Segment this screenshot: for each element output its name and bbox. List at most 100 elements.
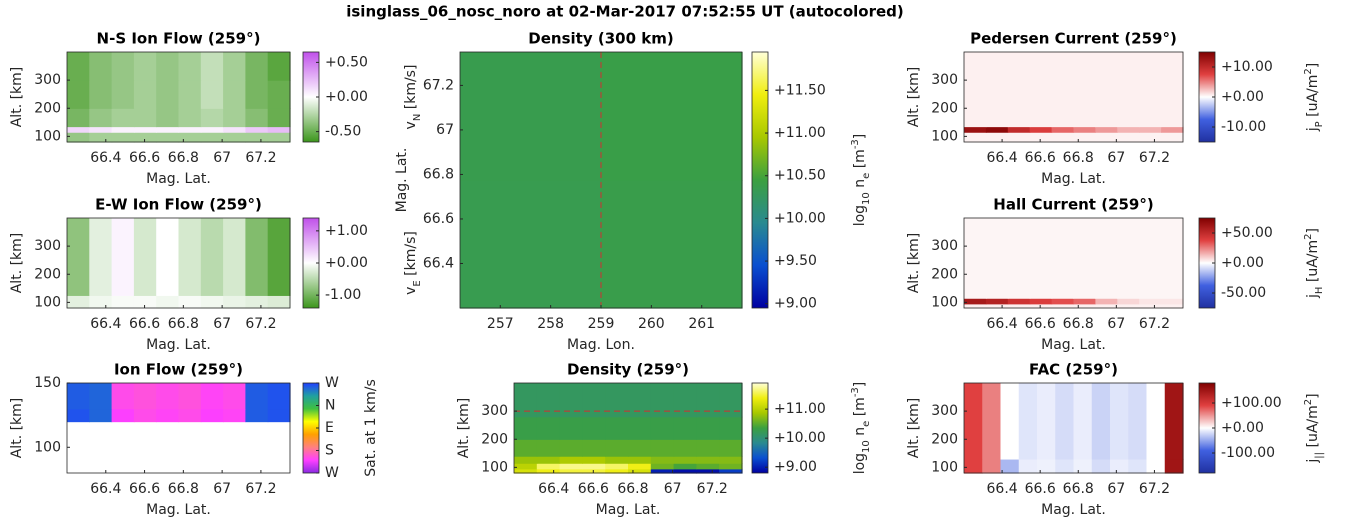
figure-title: isinglass_06_nosc_noro at 02-Mar-2017 07… [346, 3, 904, 21]
colorbar-tick-label: +0.00 [1221, 89, 1264, 105]
x-tick-label: 66.6 [1025, 481, 1056, 497]
heat-cell [650, 383, 675, 418]
heat-cell [200, 383, 224, 410]
heat-cell [1029, 298, 1053, 305]
heat-cell [1018, 383, 1038, 460]
colorbar-label-part: ] [1305, 393, 1321, 398]
colorbar-label-part: Sat. at 1 km/s [363, 379, 379, 477]
colorbar-label-part: ] [852, 382, 868, 387]
colorbar-label-part: 10 [861, 192, 872, 205]
heat-cell [536, 463, 561, 470]
x-tick-label: 66.4 [538, 481, 569, 497]
x-tick-label: 66.6 [1025, 150, 1056, 166]
y-tick-label: 100 [931, 128, 958, 144]
y-tick-label: 200 [931, 100, 958, 116]
heat-cell [200, 408, 224, 423]
heat-cell [111, 108, 135, 128]
heat-cell [133, 218, 157, 296]
heat-cell [1007, 126, 1031, 133]
y-tick-label: 300 [34, 72, 61, 88]
heat-cell [696, 439, 720, 457]
x-tick-label: 66.4 [90, 316, 121, 332]
x-tick-label: 67.2 [1139, 150, 1170, 166]
x-tick-label: 67.2 [1139, 316, 1170, 332]
x-tick-label: 66.8 [1063, 316, 1094, 332]
colorbar-tick-label: +1.00 [325, 223, 368, 239]
x-tick-label: 67.2 [1139, 481, 1170, 497]
x-tick-label: 66.6 [578, 481, 609, 497]
colorbar-tick-label: +0.00 [1221, 255, 1264, 271]
heat-cell [1117, 52, 1140, 128]
axes-title: Density (259°) [567, 361, 689, 379]
heat-cell [200, 295, 224, 309]
heat-cell [719, 468, 743, 474]
heat-cell [1146, 383, 1166, 460]
heat-cell [156, 295, 180, 309]
heat-cell [1029, 52, 1053, 128]
x-axis-label: Mag. Lat. [146, 171, 211, 187]
axes-title: N-S Ion Flow (259°) [97, 30, 261, 48]
heat-cell [1029, 303, 1053, 309]
heat-cell [89, 408, 113, 423]
heat-cell [89, 80, 113, 109]
heat-cell [1073, 52, 1096, 128]
heat-cell [696, 416, 720, 440]
y-axis-label: Alt. [km] [9, 398, 25, 459]
heat-cell [1007, 298, 1031, 305]
heat-cell [601, 180, 743, 309]
heat-cell [89, 383, 113, 410]
heat-cell [245, 383, 269, 410]
heat-cell [1029, 132, 1053, 143]
heat-cell [156, 126, 180, 133]
y-axis-label: Alt. [km] [906, 67, 922, 128]
heat-cell [719, 383, 743, 418]
x-tick-label: 67.2 [697, 481, 728, 497]
x-tick-label: 66.4 [987, 150, 1018, 166]
colorbar-label: jP [uA/m2] [1303, 63, 1325, 132]
y-tick-label: 200 [931, 431, 958, 447]
heat-cell [1139, 303, 1162, 309]
heat-cell [673, 439, 697, 457]
colorbar-tick-label: +9.50 [774, 253, 817, 269]
x-tick-label: 66.6 [129, 481, 160, 497]
y-tick-label: 200 [34, 100, 61, 116]
heat-cell [605, 416, 629, 440]
y-tick-label: 150 [34, 375, 61, 391]
heat-cell [200, 108, 224, 128]
heat-cell [111, 132, 135, 143]
x-tick-label: 67.2 [245, 150, 276, 166]
heat-cell [1051, 298, 1075, 305]
colorbar-label-part: ] [1305, 63, 1321, 68]
y-tick-label: 300 [931, 72, 958, 88]
heat-cell [514, 468, 538, 474]
heat-cell [605, 463, 629, 470]
y-tick-label: 67.2 [423, 77, 454, 93]
heat-cell [200, 218, 224, 296]
heat-cell [111, 52, 135, 81]
y-axis-label: Alt. [km] [9, 67, 25, 128]
x-tick-label: 66.4 [987, 481, 1018, 497]
colorbar-tick-label: +0.00 [1221, 420, 1264, 436]
heat-cell [223, 295, 246, 309]
heat-cell [1007, 52, 1031, 128]
heat-cell [582, 416, 606, 440]
heat-cell [673, 383, 697, 418]
heat-cell [964, 52, 987, 128]
heat-cell [460, 180, 602, 309]
axes-title: E-W Ion Flow (259°) [95, 196, 262, 214]
colorbar-label-part: [uA/m [1305, 75, 1321, 122]
heat-cell [267, 132, 291, 143]
heat-cell [628, 383, 652, 418]
colorbar-label-part: -3 [850, 139, 861, 149]
heat-cell [964, 126, 987, 133]
x-axis-label: Mag. Lat. [1041, 502, 1106, 518]
colorbar-label-part: [km/s] [403, 65, 419, 114]
colorbar-label-part: P [1314, 121, 1325, 127]
heat-cell [1073, 383, 1093, 460]
x-tick-label: 66.8 [168, 150, 199, 166]
heat-cell [1018, 458, 1038, 474]
heat-cell [1037, 458, 1056, 474]
heat-cell [1051, 126, 1075, 133]
heat-cell [1139, 298, 1162, 305]
colorbar-label-part: [m [852, 149, 868, 173]
